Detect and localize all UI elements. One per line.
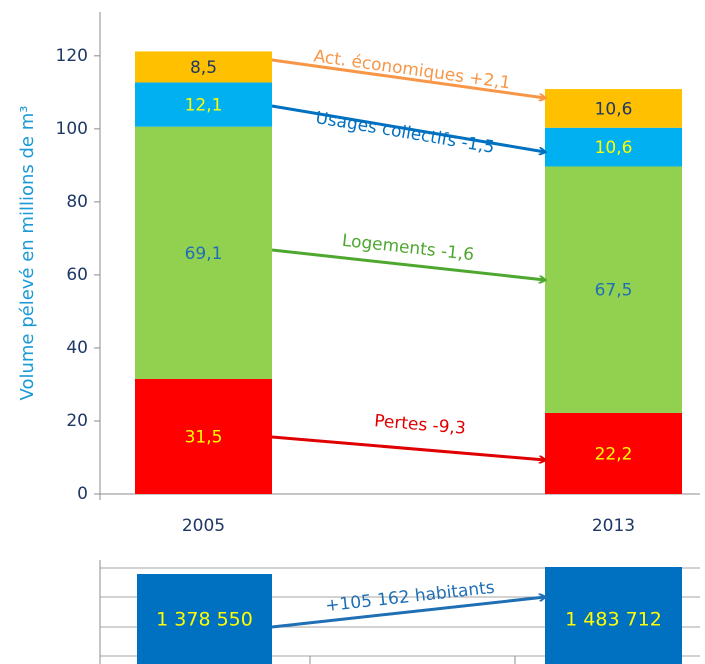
- bar-segment: [545, 127, 682, 167]
- bar-segment: [135, 126, 272, 379]
- value-label: 67,5: [595, 281, 633, 301]
- arrow: [271, 248, 545, 280]
- bar-segment: [545, 89, 682, 128]
- y-tick-label: 120: [56, 46, 88, 66]
- y-tick-label: 80: [66, 192, 88, 212]
- x-tick-label: 2005: [182, 516, 225, 536]
- value-label: 31,5: [185, 427, 223, 447]
- value-label: 69,1: [185, 244, 223, 264]
- bar-segment: [135, 378, 272, 494]
- y-tick-label: 0: [77, 484, 88, 504]
- bar-segment: [135, 51, 272, 83]
- bar-segment: [135, 82, 272, 127]
- value-label: 1 483 712: [565, 609, 662, 631]
- value-label: 22,2: [595, 444, 633, 464]
- y-tick-label: 60: [66, 265, 88, 285]
- arrow: [271, 58, 545, 98]
- y-tick-label: 100: [56, 119, 88, 139]
- value-label: 1 378 550: [156, 609, 253, 631]
- arrow: [271, 597, 545, 629]
- bar-segment: [545, 166, 682, 413]
- value-label: 10,6: [595, 99, 633, 119]
- annotation: Act. économiques +2,1: [312, 46, 511, 93]
- value-label: 12,1: [185, 96, 223, 116]
- value-label: 10,6: [595, 138, 633, 158]
- y-tick-label: 40: [66, 338, 88, 358]
- y-axis-label: Volume pélevé en millions de m³: [17, 106, 38, 401]
- y-tick-label: 20: [66, 411, 88, 431]
- value-label: 8,5: [190, 58, 217, 78]
- bar-segment: [545, 412, 682, 494]
- arrow: [271, 104, 545, 152]
- arrow: [271, 435, 545, 460]
- annotation: Pertes -9,3: [373, 411, 466, 439]
- box: [545, 567, 682, 664]
- box: [137, 574, 272, 664]
- annotation: Usages collectifs -1,5: [314, 108, 496, 158]
- x-tick-label: 2013: [592, 516, 635, 536]
